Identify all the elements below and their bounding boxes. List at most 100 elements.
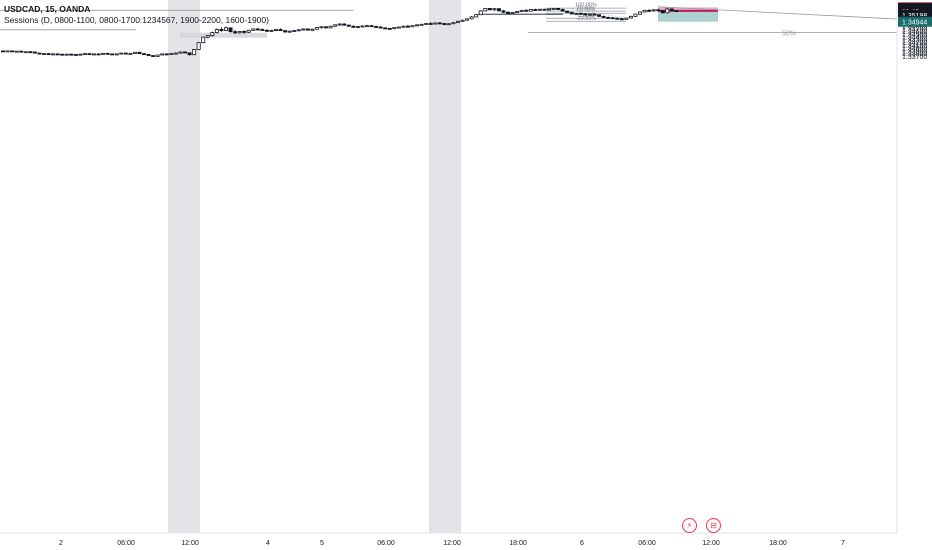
demand-zone	[180, 32, 267, 38]
candle-down	[524, 9, 529, 12]
candle-down	[305, 28, 310, 31]
time-tick-label: 12:00	[443, 540, 461, 547]
time-axis[interactable]: 2 06:00 12:00 4 5 06:00 12:00 18:00 6 06:00 12:00 1…	[0, 532, 897, 547]
candle-down	[278, 29, 283, 32]
trend-line	[657, 6, 898, 20]
candle-up	[205, 35, 210, 38]
time-tick-label: 12:00	[181, 540, 199, 547]
candle-up	[364, 25, 369, 28]
candle-up	[465, 18, 470, 21]
lightning-icon[interactable]: ⚡	[682, 518, 697, 533]
price-tick-label: 1.33800	[902, 51, 927, 58]
candle-down	[556, 8, 561, 10]
candle-up	[642, 9, 647, 13]
candle-down	[28, 51, 33, 54]
candle-up	[155, 54, 160, 57]
candle-up	[360, 25, 365, 28]
candle-up	[196, 42, 201, 50]
candle-down	[187, 52, 192, 56]
candle-down	[73, 54, 78, 56]
candle-down	[123, 52, 128, 55]
last-price-badge	[898, 9, 932, 20]
candle-up	[519, 9, 524, 12]
candle-up	[301, 28, 306, 31]
candle-down	[87, 53, 92, 56]
candle-up	[460, 19, 465, 22]
price-tick-label: 1.33900	[902, 48, 927, 55]
candle-up	[492, 8, 497, 11]
candle-up	[392, 27, 397, 30]
candle-down	[569, 12, 574, 15]
price-axis[interactable]: 1.355001.354001.353001.351001.350001.349…	[896, 0, 932, 533]
symbol-title: USDCAD, 15, OANDA	[4, 4, 91, 14]
candle-up	[624, 17, 629, 20]
candle-up	[314, 27, 319, 30]
candle-up	[287, 30, 292, 33]
candle-down	[597, 14, 602, 17]
candle-up	[114, 53, 119, 56]
session-band	[429, 0, 461, 533]
price-tick-label: 1.34300	[902, 37, 927, 44]
candle-down	[219, 29, 224, 32]
time-tick-label: 12:00	[702, 540, 720, 547]
candle-up	[551, 8, 556, 10]
candle-down	[19, 50, 24, 53]
candle-up	[419, 23, 424, 26]
candle-up	[451, 22, 456, 25]
candle-up	[128, 52, 133, 55]
candle-up	[446, 23, 451, 26]
candle-up	[469, 16, 474, 20]
candle-up	[273, 29, 278, 31]
candle-up	[310, 28, 315, 31]
candle-down	[264, 29, 269, 32]
candle-down	[674, 10, 679, 13]
time-tick-label: 18:00	[769, 540, 787, 547]
candle-down	[428, 23, 433, 25]
candle-up	[292, 30, 297, 33]
price-tick-label: 1.34000	[902, 46, 927, 53]
candle-down	[583, 13, 588, 16]
candle-up	[628, 15, 633, 19]
candle-up	[64, 53, 69, 56]
candle-down	[533, 9, 538, 11]
midline-label: 50%	[782, 31, 796, 38]
dividends-icon[interactable]: ⊟	[706, 518, 721, 533]
price-tick-label: 1.34800	[902, 24, 927, 31]
price-tick-label: 1.34400	[902, 35, 927, 42]
candle-down	[487, 8, 492, 11]
fib-level-label: 100.00%	[575, 3, 597, 9]
candle-up	[82, 53, 87, 56]
candle-down	[610, 17, 615, 20]
candle-down	[660, 10, 665, 14]
candle-up	[214, 29, 219, 33]
candle-down	[324, 26, 329, 29]
candle-up	[638, 11, 643, 15]
candle-down	[233, 31, 238, 34]
candle-down	[0, 50, 6, 53]
candle-down	[606, 17, 611, 19]
candle-down	[46, 53, 51, 56]
candle-up	[651, 9, 656, 12]
price-tick-label: 1.34500	[902, 32, 927, 39]
candle-up	[269, 29, 274, 32]
candle-up	[178, 51, 183, 54]
candle-down	[374, 26, 379, 28]
candle-up	[201, 36, 206, 44]
price-tick-label: 1.34100	[902, 43, 927, 50]
time-tick-label: 06:00	[638, 540, 656, 547]
candle-down	[137, 51, 142, 55]
candles-layer	[0, 7, 679, 57]
candle-down	[346, 24, 351, 27]
sessions-indicator-label[interactable]: Sessions (D, 0800-1100, 0800-1700:123456…	[4, 15, 269, 25]
candle-up	[78, 53, 83, 56]
candle-down	[228, 27, 233, 33]
candle-down	[542, 8, 547, 11]
candle-down	[32, 51, 37, 54]
candle-up	[237, 31, 242, 34]
fib-level-label: 70.50%	[577, 6, 596, 12]
take-profit-zone	[658, 10, 718, 22]
candle-down	[506, 11, 511, 15]
target-badge	[898, 16, 932, 27]
